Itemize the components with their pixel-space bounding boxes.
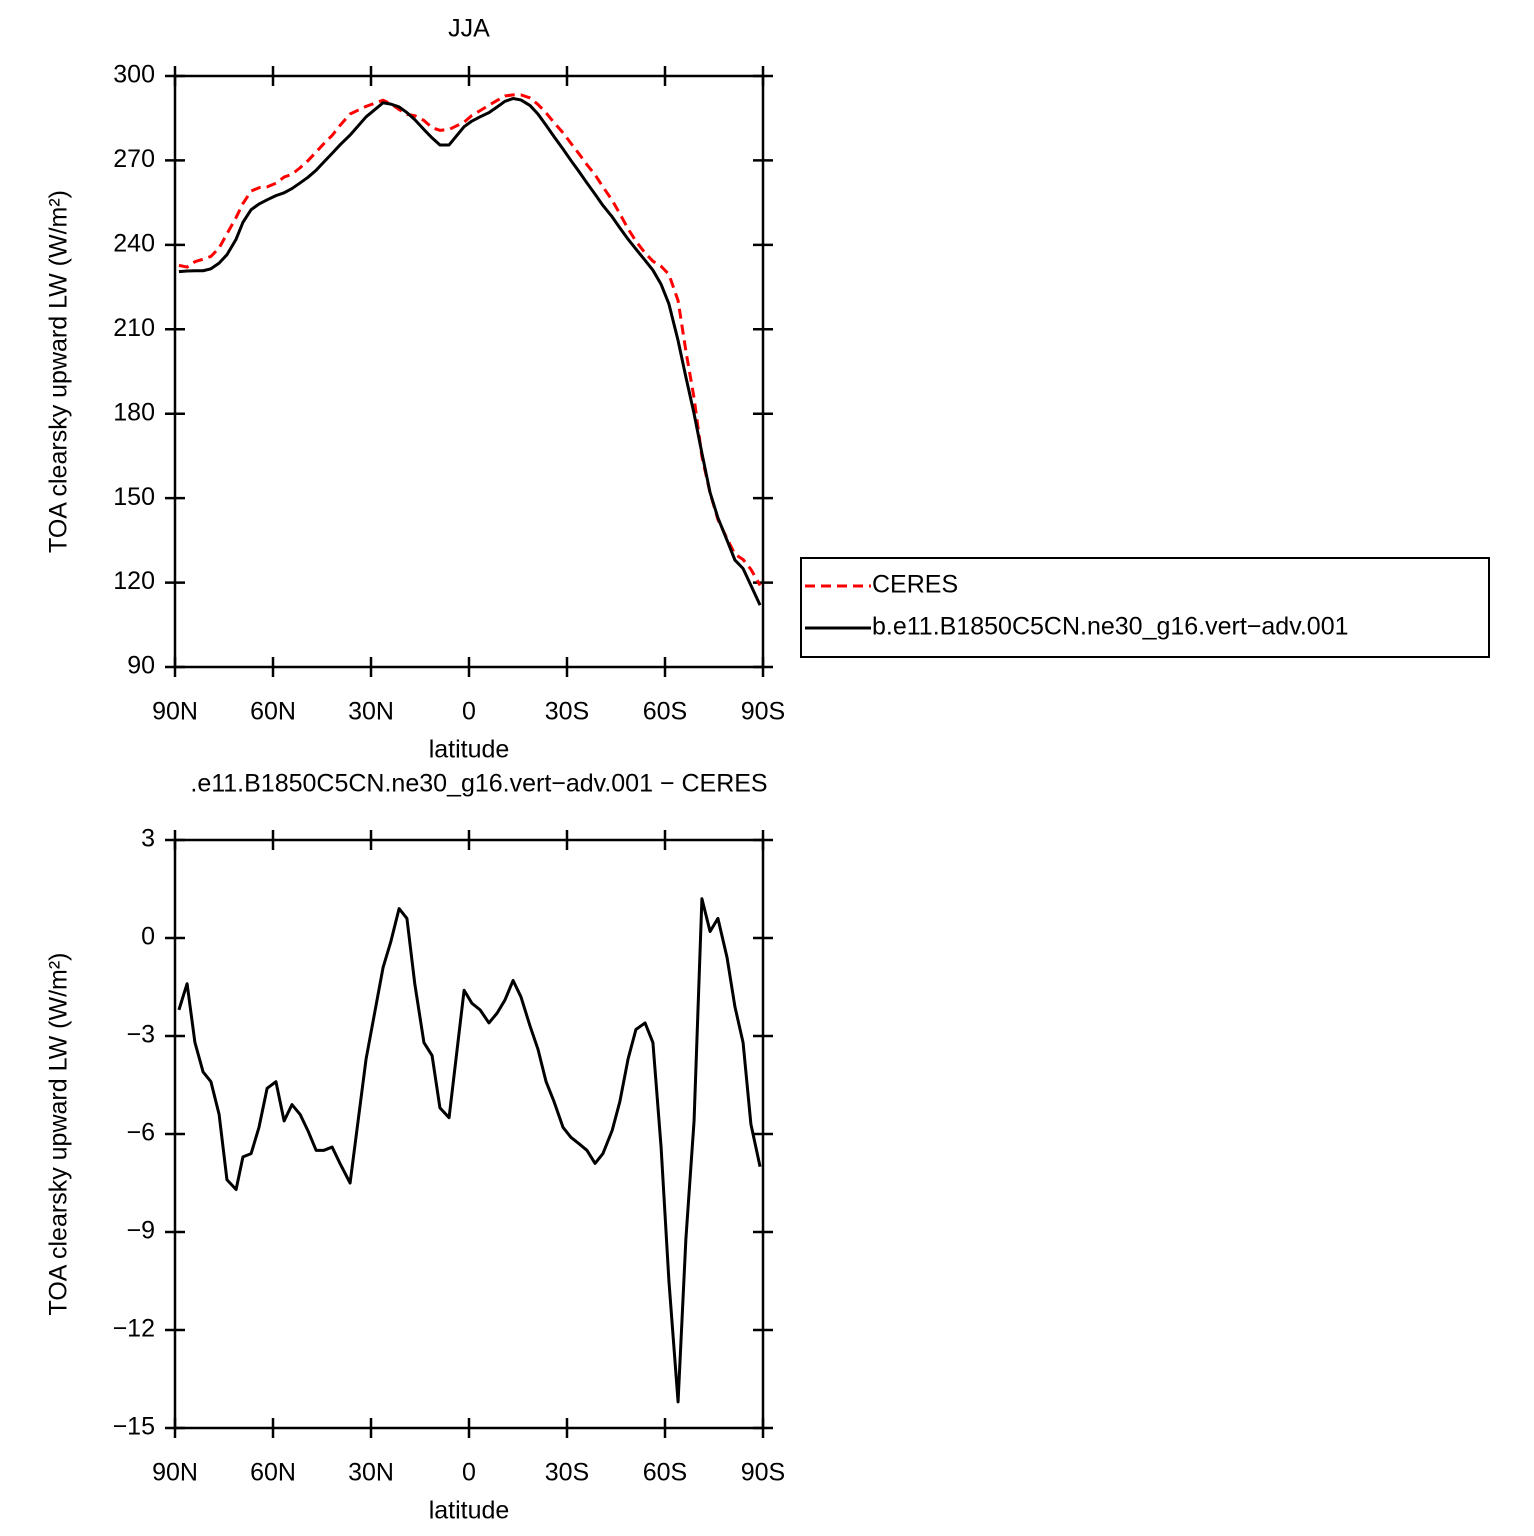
x-tick-label: 0 [462,698,476,726]
x-tick-label: 60N [250,698,296,726]
y-tick-label: −3 [126,1021,155,1049]
y-tick-label: 300 [113,61,155,89]
x-tick-label: 30N [348,698,394,726]
y-tick-label: 120 [113,567,155,595]
y-tick-label: 210 [113,314,155,342]
data-line [177,897,762,1404]
legend-box [800,557,1490,658]
chart-title: .e11.B1850C5CN.ne30_g16.vert−adv.001 − C… [190,770,767,798]
legend-label: b.e11.B1850C5CN.ne30_g16.vert−adv.001 [872,613,1349,641]
x-tick-label: 90S [741,1459,785,1487]
data-line [178,97,762,606]
y-axis-label: TOA clearsky upward LW (W/m²) [45,190,73,553]
y-tick-label: 180 [113,398,155,426]
y-axis-label: TOA clearsky upward LW (W/m²) [45,952,73,1315]
x-tick-label: 0 [462,1459,476,1487]
x-tick-label: 30S [545,698,589,726]
chart-title: JJA [448,15,490,43]
y-tick-label: 150 [113,483,155,511]
x-tick-label: 30N [348,1459,394,1487]
x-axis-label: latitude [429,1497,510,1525]
x-tick-label: 60S [643,1459,687,1487]
x-tick-label: 30S [545,1459,589,1487]
y-tick-label: −6 [126,1119,155,1147]
plot-frame [173,74,765,669]
y-tick-label: 270 [113,145,155,173]
y-tick-label: 240 [113,229,155,257]
y-tick-label: −12 [113,1315,155,1343]
legend-label: CERES [872,571,958,599]
x-tick-label: 90N [152,1459,198,1487]
y-tick-label: 3 [141,825,155,853]
x-axis-label: latitude [429,736,510,764]
data-line [178,93,762,587]
y-tick-label: 90 [127,652,155,680]
x-tick-label: 60S [643,698,687,726]
x-tick-label: 60N [250,1459,296,1487]
y-tick-label: −9 [126,1217,155,1245]
y-tick-label: 0 [141,923,155,951]
x-tick-label: 90N [152,698,198,726]
x-tick-label: 90S [741,698,785,726]
y-tick-label: −15 [113,1413,155,1441]
